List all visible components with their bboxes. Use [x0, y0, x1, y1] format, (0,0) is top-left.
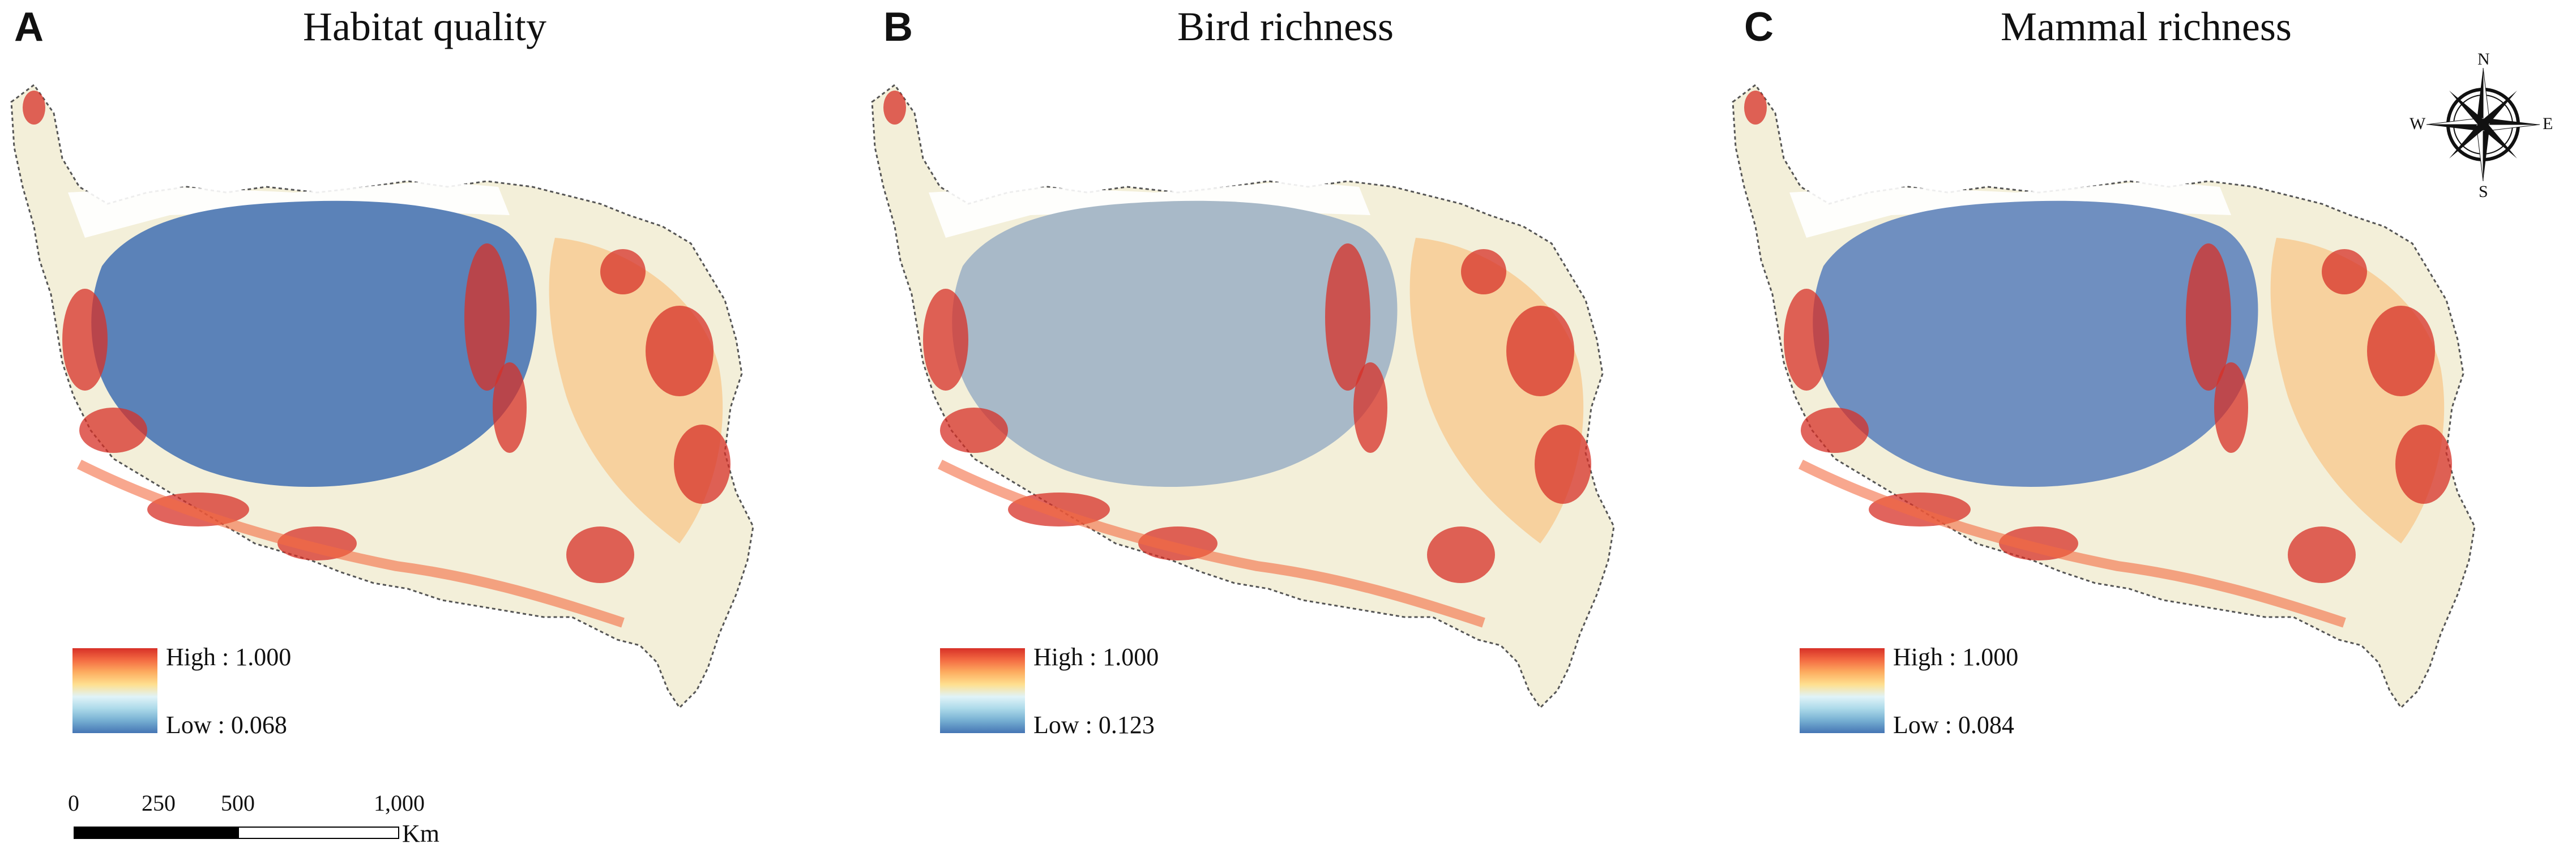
- panel-bird-richness: B Bird richness High : 1.000 Low : 0.123: [861, 0, 1710, 852]
- hotspot-patch: [2322, 249, 2367, 294]
- hotspot-patch: [1325, 243, 1370, 391]
- legend-low-label: Low : 0.068: [166, 711, 287, 739]
- compass-rose-icon: N S E W: [2410, 50, 2553, 201]
- map-plateau: [871, 83, 1615, 709]
- scale-tick-500: 500: [221, 790, 255, 816]
- legend-low-label: Low : 0.084: [1893, 711, 2014, 739]
- compass-west-label: W: [2410, 114, 2426, 133]
- hotspot-patch: [79, 408, 147, 453]
- panel-title: Habitat quality: [303, 4, 546, 49]
- hotspot-patch: [1784, 289, 1829, 391]
- legend-color-ramp: [1800, 648, 1885, 733]
- hotspot-patch: [2367, 306, 2435, 396]
- legend-color-ramp: [72, 648, 157, 733]
- hotspot-patch: [674, 425, 730, 504]
- hotspot-patch: [2186, 243, 2231, 391]
- plateau-core-region: [952, 200, 1398, 487]
- hotspot-patch: [1461, 249, 1506, 294]
- compass-east-label: E: [2543, 114, 2553, 133]
- map-plateau: [10, 83, 754, 709]
- scale-tick-1000: 1,000: [374, 790, 425, 816]
- legend-high-label: High : 1.000: [166, 643, 292, 671]
- hotspot-patch: [1744, 91, 1767, 125]
- plateau-core-region: [91, 200, 537, 487]
- hotspot-patch: [923, 289, 968, 391]
- hotspot-patch: [1506, 306, 1574, 396]
- panel-letter: A: [14, 5, 44, 50]
- scale-unit: Km: [402, 820, 439, 847]
- panel-letter: C: [1744, 5, 1774, 50]
- hotspot-patch: [883, 91, 906, 125]
- hotspot-patch: [2395, 425, 2452, 504]
- hotspot-patch: [940, 408, 1008, 453]
- scale-bar: 0 250 500 1,000 Km: [68, 790, 464, 852]
- scale-bar-segment: [74, 827, 238, 839]
- compass-north-label: N: [2477, 50, 2490, 68]
- hotspot-patch: [464, 243, 510, 391]
- hotspot-patch: [23, 91, 45, 125]
- southern-belt: [937, 459, 1485, 628]
- scale-tick-0: 0: [68, 790, 79, 816]
- hotspot-patch: [600, 249, 646, 294]
- hotspot-patch: [2288, 526, 2356, 583]
- southern-belt: [76, 459, 625, 628]
- hotspot-patch: [1801, 408, 1869, 453]
- hotspot-patch: [1535, 425, 1591, 504]
- legend-high-label: High : 1.000: [1893, 643, 2019, 671]
- hotspot-patch: [1353, 362, 1387, 453]
- panel-title: Bird richness: [1177, 4, 1394, 49]
- hotspot-patch: [493, 362, 527, 453]
- hotspot-patch: [62, 289, 108, 391]
- panel-mammal-richness: C Mammal richness High : 1.000 Low : 0.0…: [1721, 0, 2571, 852]
- map-plateau: [1732, 83, 2476, 709]
- plateau-core-region: [1813, 200, 2258, 487]
- legend-low-label: Low : 0.123: [1033, 711, 1155, 739]
- panel-title: Mammal richness: [2001, 4, 2292, 49]
- hotspot-patch: [646, 306, 714, 396]
- scale-tick-250: 250: [142, 790, 176, 816]
- hotspot-patch: [1427, 526, 1495, 583]
- hotspot-patch: [566, 526, 634, 583]
- southern-belt: [1798, 459, 2346, 628]
- panel-habitat-quality: A Habitat quality High : 1.000 Low : 0.0…: [0, 0, 849, 852]
- compass-south-label: S: [2479, 182, 2488, 201]
- panel-letter: B: [883, 5, 913, 50]
- hotspot-patch: [2214, 362, 2248, 453]
- scale-bar-segment: [238, 827, 399, 839]
- compass-star-icon: [2426, 67, 2540, 182]
- legend-color-ramp: [940, 648, 1025, 733]
- legend-high-label: High : 1.000: [1033, 643, 1159, 671]
